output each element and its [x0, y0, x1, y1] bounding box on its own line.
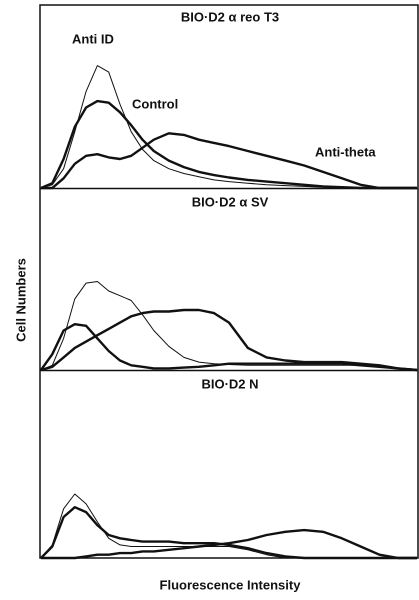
panel-title: BIO·D2 α reo T3 — [181, 9, 279, 24]
histogram-curve — [41, 132, 417, 190]
annotation: Anti-theta — [315, 144, 376, 159]
annotation: Control — [132, 96, 178, 111]
histogram-curve — [40, 308, 418, 372]
x-axis-label: Fluorescence Intensity — [160, 577, 302, 592]
histogram-curve — [40, 323, 418, 372]
histogram-curve — [40, 65, 417, 189]
panel-title: BIO·D2 α SV — [192, 194, 269, 209]
annotation: Anti ID — [72, 31, 114, 46]
y-axis-label: Cell Numbers — [13, 258, 28, 342]
frame — [39, 4, 419, 559]
panel-title: BIO·D2 N — [201, 376, 258, 391]
histogram-curve — [41, 528, 417, 560]
histogram-curve — [40, 281, 418, 371]
histogram-curve — [40, 506, 417, 560]
histogram-curve — [40, 99, 417, 190]
